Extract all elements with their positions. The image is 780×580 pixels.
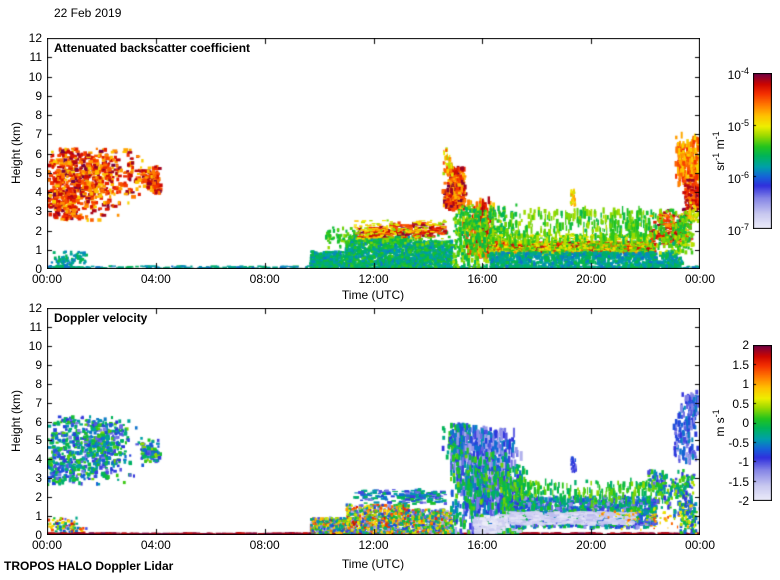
y-tick-label: 6	[35, 414, 42, 429]
instrument-label: TROPOS HALO Doppler Lidar	[4, 559, 174, 573]
colorbar-tick-label: 10-5	[727, 118, 749, 134]
colorbar-tick-label: 1	[742, 377, 749, 391]
y-tick-label: 11	[29, 319, 42, 334]
colorbar-tick-label: -1	[738, 455, 749, 469]
x-tick-label: 08:00	[249, 272, 280, 286]
y-tick-label: 12	[28, 31, 42, 45]
velocity-heatmap-canvas	[47, 308, 700, 535]
y-tick-label: 10	[28, 69, 42, 84]
colorbar-tick-label: -0.5	[728, 435, 749, 450]
colorbar-tick-label: 10-6	[727, 170, 749, 186]
x-tick-label: 08:00	[249, 538, 280, 552]
x-tick-label: 04:00	[140, 272, 171, 286]
y-tick-label: 0	[35, 528, 42, 542]
x-tick-label: 20:00	[576, 538, 607, 552]
y-tick-label: 2	[35, 490, 42, 505]
velocity-panel-title: Doppler velocity	[54, 311, 148, 325]
colorbar-tick-label: 0	[742, 416, 749, 430]
y-tick-label: 3	[35, 471, 42, 486]
colorbar-tick-label: -1.5	[728, 474, 749, 489]
y-tick-label: 9	[35, 88, 42, 103]
backscatter-colorbar	[753, 73, 772, 229]
x-tick-label: 00:00	[31, 272, 63, 286]
y-tick-label: 8	[35, 376, 42, 391]
x-tick-label: 00:00	[684, 272, 716, 286]
colorbar-tick-label: 2	[742, 338, 749, 352]
y-tick-label: 6	[35, 146, 42, 161]
velocity-colorbar-canvas	[753, 345, 772, 501]
x-tick-label: 20:00	[576, 272, 607, 286]
y-tick-label: 5	[35, 165, 42, 180]
x-tick-label: 16:00	[467, 272, 498, 286]
y-tick-label: 10	[28, 338, 42, 353]
y-tick-label: 3	[35, 204, 42, 219]
x-axis-label-top: Time (UTC)	[341, 288, 405, 302]
x-axis-label-bottom: Time (UTC)	[341, 557, 405, 571]
y-tick-label: 1	[35, 242, 42, 257]
velocity-panel: Doppler velocity	[47, 308, 700, 535]
backscatter-panel: Attenuated backscatter coefficient	[47, 38, 700, 269]
velocity-colorbar	[753, 345, 772, 501]
y-tick-label: 1	[35, 509, 42, 524]
y-tick-label: 7	[35, 395, 42, 410]
colorbar-tick-label: 0.5	[732, 396, 749, 411]
y-tick-label: 2	[35, 223, 42, 238]
y-tick-label: 4	[35, 185, 42, 199]
x-tick-label: 12:00	[358, 538, 389, 552]
backscatter-colorbar-unit: sr-1 m-1	[711, 131, 727, 171]
y-tick-label: 12	[28, 301, 42, 315]
x-tick-label: 12:00	[358, 272, 389, 286]
colorbar-tick-label: 10-4	[727, 66, 749, 82]
y-tick-label: 7	[35, 127, 42, 142]
x-tick-label: 00:00	[684, 538, 716, 552]
backscatter-colorbar-canvas	[753, 73, 772, 229]
x-tick-label: 00:00	[31, 538, 63, 552]
backscatter-heatmap-canvas	[47, 38, 700, 269]
y-tick-label: 4	[35, 452, 42, 467]
colorbar-tick-label: -2	[738, 494, 749, 508]
y-tick-label: 11	[29, 50, 42, 65]
y-tick-label: 5	[35, 433, 42, 448]
colorbar-tick-label: 1.5	[732, 357, 749, 372]
y-tick-label: 9	[35, 357, 42, 372]
y-tick-label: 8	[35, 108, 42, 122]
x-tick-label: 16:00	[467, 538, 498, 552]
backscatter-panel-title: Attenuated backscatter coefficient	[54, 41, 251, 55]
colorbar-tick-label: 10-7	[727, 222, 749, 238]
x-tick-label: 04:00	[140, 538, 171, 552]
date-label: 22 Feb 2019	[54, 6, 122, 20]
y-tick-label: 0	[35, 262, 42, 276]
